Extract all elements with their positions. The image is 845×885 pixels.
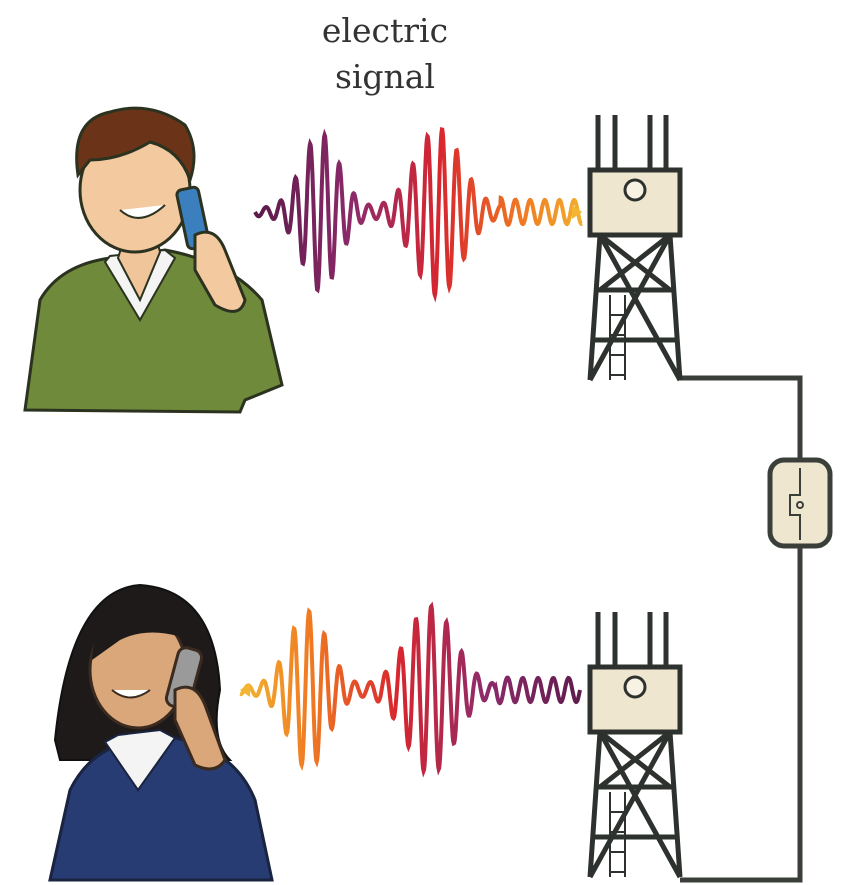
diagram: electric signal [0, 0, 845, 885]
signal-wave-incoming [240, 606, 580, 771]
signal-wave-outgoing [255, 130, 582, 296]
woman-caller [50, 585, 272, 880]
cell-tower [590, 612, 680, 877]
man-caller [25, 108, 282, 412]
illustration [0, 0, 845, 885]
cell-tower [590, 115, 680, 380]
signal-label: electric signal [300, 8, 470, 100]
cable [678, 378, 800, 880]
